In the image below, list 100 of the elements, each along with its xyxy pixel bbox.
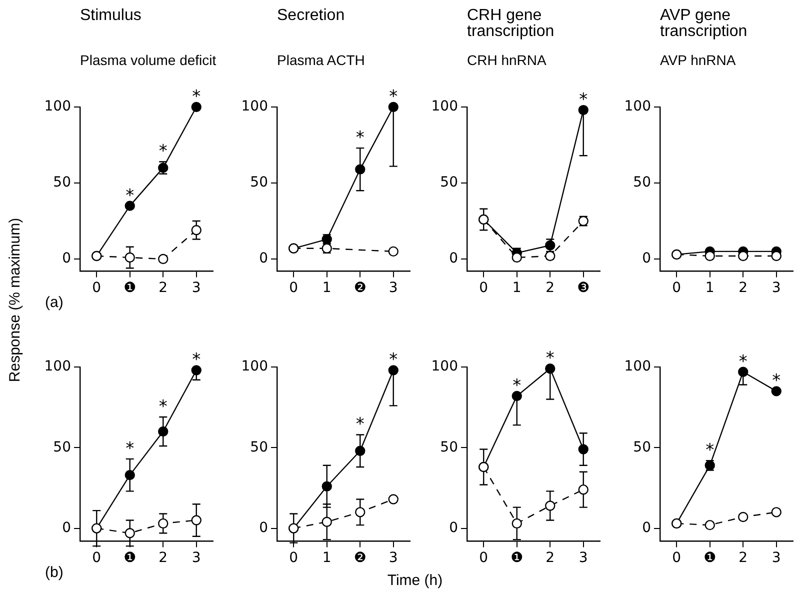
x-tick-label: 0	[672, 280, 682, 296]
x-tick-label: ❶	[704, 550, 716, 566]
point	[355, 446, 366, 456]
y-tick-label: 100	[44, 358, 71, 375]
y-tick-label: 50	[250, 174, 268, 191]
y-tick-label: 0	[449, 520, 458, 536]
x-tick-label: 2	[158, 550, 168, 566]
annotation: *	[126, 438, 134, 459]
point	[388, 246, 398, 257]
y-axis-title: Response (% maximum)	[6, 218, 24, 382]
x-tick-label: 0	[479, 280, 488, 296]
annotation: *	[356, 414, 364, 435]
x-tick-label: 3	[192, 550, 201, 566]
x-tick-label: 2	[738, 550, 748, 566]
point	[124, 252, 135, 263]
chart-subtitle: Plasma volume deficit	[80, 52, 216, 68]
x-tick-label: 0	[289, 280, 298, 296]
y-tick-label: 50	[633, 439, 651, 456]
annotation: *	[389, 350, 398, 370]
chart-subtitle: Plasma ACTH	[277, 52, 365, 68]
y-tick-label: 50	[250, 439, 268, 456]
y-tick-label: 0	[259, 250, 268, 267]
point	[124, 470, 135, 480]
x-tick-label: 1	[322, 280, 332, 296]
x-tick-label: 0	[289, 550, 298, 566]
point	[355, 507, 366, 518]
point	[322, 481, 332, 492]
point	[322, 516, 332, 527]
annotation: *	[158, 397, 168, 417]
point	[512, 252, 522, 263]
x-tick-label: 3	[772, 280, 781, 296]
y-tick-label: 100	[624, 358, 651, 375]
point	[578, 484, 588, 495]
y-tick-label: 0	[62, 520, 71, 536]
annotation: *	[158, 142, 168, 162]
y-tick-label: 50	[440, 174, 458, 191]
y-tick-label: 50	[440, 439, 458, 456]
annotation: *	[706, 440, 714, 461]
chart-title: AVP gene transcription	[660, 7, 748, 40]
point	[191, 102, 202, 112]
point	[512, 518, 522, 529]
x-tick-label: 0	[672, 550, 682, 566]
point	[771, 386, 782, 396]
x-tick-label: 3	[388, 550, 398, 566]
y-tick-label: 100	[624, 98, 651, 115]
annotation: *	[579, 90, 588, 110]
annotation: *	[356, 128, 364, 148]
point	[545, 364, 556, 374]
x-tick-label: ❷	[354, 550, 366, 566]
x-tick-label: 3	[578, 550, 588, 566]
point	[388, 102, 398, 112]
point	[388, 365, 398, 376]
y-tick-label: 50	[53, 174, 71, 191]
text: (b)	[45, 564, 64, 581]
point	[578, 104, 588, 116]
chart-subtitle: CRH hnRNA	[467, 52, 546, 68]
point	[355, 164, 366, 174]
y-tick-label: 0	[642, 250, 651, 267]
point	[388, 494, 398, 504]
x-tick-label: ❶	[124, 550, 136, 566]
point	[124, 200, 135, 211]
x-tick-label: ❸	[577, 280, 590, 296]
x-tick-label: ❶	[510, 550, 524, 566]
annotation: *	[512, 376, 522, 396]
x-tick-label: ❷	[354, 280, 366, 296]
y-tick-label: 100	[431, 358, 458, 375]
point	[191, 365, 202, 376]
annotation: *	[772, 371, 781, 392]
x-tick-label: 2	[546, 280, 555, 296]
annotation: *	[389, 87, 398, 107]
y-tick-label: 0	[449, 250, 458, 267]
point	[545, 500, 556, 511]
point	[191, 515, 202, 526]
y-tick-label: 50	[53, 439, 71, 456]
x-tick-label: 2	[158, 280, 168, 296]
x-tick-label: ❶	[124, 280, 136, 296]
x-tick-label: 3	[192, 280, 201, 296]
point	[738, 512, 748, 522]
y-tick-label: 0	[259, 520, 268, 536]
chart-title: Stimulus	[80, 7, 142, 24]
x-tick-label: 2	[546, 550, 555, 566]
x-tick-label: 1	[512, 280, 522, 296]
annotation: *	[192, 87, 201, 107]
point	[158, 254, 168, 264]
y-tick-label: 0	[642, 520, 651, 536]
point	[512, 390, 522, 402]
annotation: *	[192, 350, 201, 370]
x-tick-label: 0	[479, 550, 488, 566]
point	[158, 518, 168, 529]
x-tick-label: 0	[92, 280, 102, 296]
x-tick-label: 1	[705, 280, 714, 296]
x-tick-label: 3	[772, 550, 781, 566]
y-tick-label: 100	[241, 98, 268, 115]
text: (a)	[45, 294, 64, 311]
x-tick-label: 3	[388, 280, 398, 296]
point	[578, 444, 588, 454]
point	[738, 366, 748, 377]
chart-title: CRH gene transcription	[467, 7, 556, 40]
point	[771, 507, 782, 518]
chart-subtitle: AVP hnRNA	[660, 52, 736, 68]
